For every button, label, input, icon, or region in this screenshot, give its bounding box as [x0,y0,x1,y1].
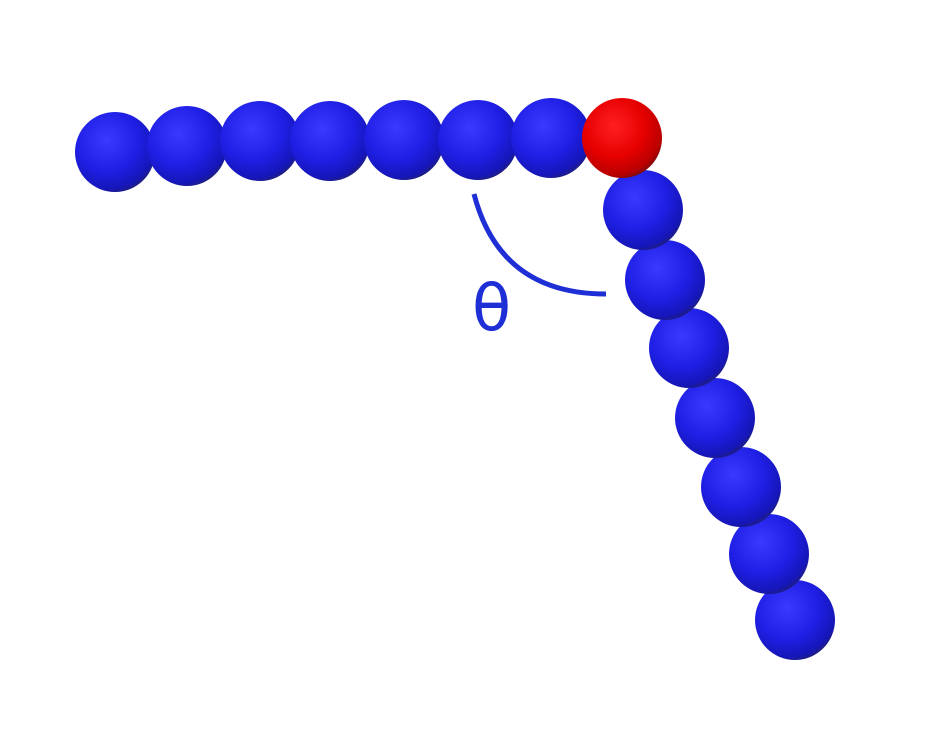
horizontal-arm-bead [75,112,155,192]
bent-arm-bead [603,170,683,250]
bead-chain [75,98,835,660]
joint-bead [582,98,662,178]
bent-arm-bead [755,580,835,660]
angle-theta-label: θ [472,272,511,346]
horizontal-arm-bead [147,106,227,186]
horizontal-arm-bead [438,100,518,180]
bent-arm-bead [649,308,729,388]
angle-indicator: θ [471,193,607,346]
horizontal-arm-bead [290,101,370,181]
bent-arm-bead [675,378,755,458]
angle-arc [471,193,607,297]
bent-arm-bead [701,447,781,527]
bent-arm-bead [625,240,705,320]
horizontal-arm-bead [220,101,300,181]
horizontal-arm-bead [364,100,444,180]
bent-arm-bead [729,514,809,594]
horizontal-arm-bead [511,98,591,178]
